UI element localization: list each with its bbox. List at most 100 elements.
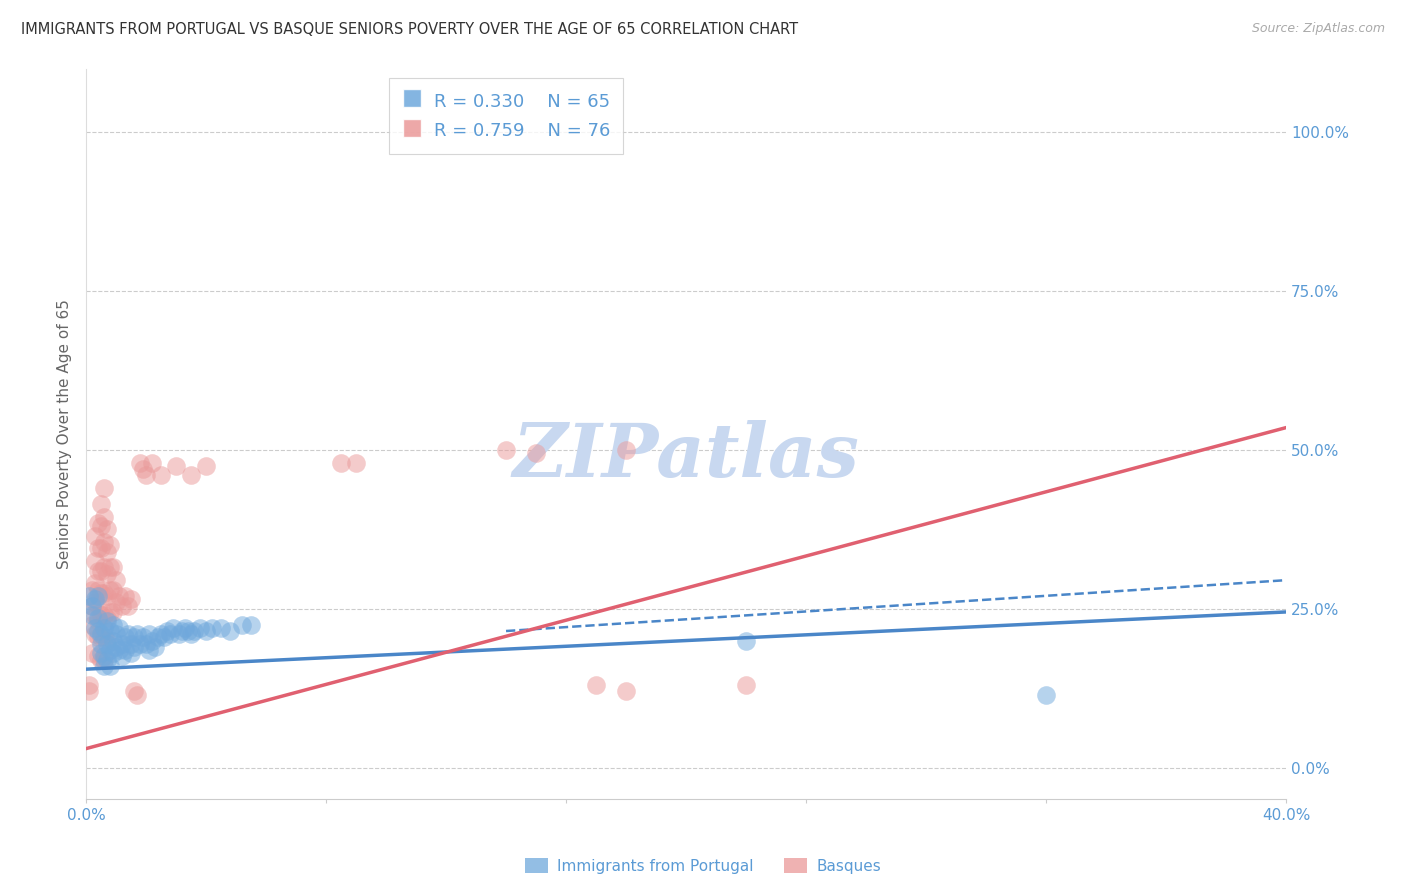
Point xyxy=(135,468,157,483)
Point xyxy=(80,599,103,613)
Point xyxy=(150,468,173,483)
Point xyxy=(330,456,353,470)
Point xyxy=(132,631,155,645)
Point xyxy=(98,538,121,552)
Point xyxy=(122,631,145,645)
Point xyxy=(90,652,112,666)
Point xyxy=(141,456,163,470)
Point xyxy=(180,627,202,641)
Point xyxy=(96,633,118,648)
Point xyxy=(80,608,103,623)
Point xyxy=(125,627,148,641)
Point xyxy=(90,497,112,511)
Point xyxy=(101,617,124,632)
Point xyxy=(165,458,187,473)
Point xyxy=(105,627,128,641)
Point xyxy=(84,576,107,591)
Point xyxy=(101,582,124,597)
Point xyxy=(93,621,115,635)
Point xyxy=(87,564,110,578)
Point xyxy=(105,640,128,654)
Point xyxy=(101,605,124,619)
Point xyxy=(98,605,121,619)
Point xyxy=(120,637,142,651)
Point xyxy=(96,566,118,581)
Point xyxy=(101,633,124,648)
Point xyxy=(84,595,107,609)
Point xyxy=(344,456,367,470)
Point xyxy=(93,509,115,524)
Point xyxy=(135,637,157,651)
Point xyxy=(93,649,115,664)
Point xyxy=(170,624,193,638)
Point xyxy=(87,516,110,530)
Point xyxy=(153,631,176,645)
Point xyxy=(90,608,112,623)
Point xyxy=(614,684,637,698)
Point xyxy=(156,624,179,638)
Point xyxy=(87,649,110,664)
Point xyxy=(93,631,115,645)
Point xyxy=(585,678,607,692)
Point xyxy=(141,633,163,648)
Point xyxy=(117,599,139,613)
Point xyxy=(84,529,107,543)
Point xyxy=(96,544,118,558)
Point xyxy=(96,589,118,603)
Point xyxy=(84,621,107,635)
Point xyxy=(180,468,202,483)
Point xyxy=(96,615,118,629)
Point xyxy=(87,631,110,645)
Point xyxy=(84,608,107,623)
Point xyxy=(524,446,547,460)
Point xyxy=(159,627,181,641)
Point xyxy=(93,481,115,495)
Point xyxy=(108,621,131,635)
Point xyxy=(84,554,107,568)
Point xyxy=(93,652,115,666)
Point xyxy=(98,560,121,574)
Point xyxy=(614,442,637,457)
Point xyxy=(96,611,118,625)
Point xyxy=(1035,688,1057,702)
Point xyxy=(87,589,110,603)
Point xyxy=(183,624,205,638)
Point xyxy=(90,519,112,533)
Point xyxy=(125,688,148,702)
Point xyxy=(84,592,107,607)
Point xyxy=(90,631,112,645)
Point xyxy=(146,631,169,645)
Point xyxy=(80,646,103,660)
Point xyxy=(129,456,152,470)
Point xyxy=(90,627,112,641)
Legend: R = 0.330    N = 65, R = 0.759    N = 76: R = 0.330 N = 65, R = 0.759 N = 76 xyxy=(389,78,623,153)
Point xyxy=(735,678,758,692)
Point xyxy=(77,684,100,698)
Point xyxy=(735,633,758,648)
Point xyxy=(240,617,263,632)
Point xyxy=(80,582,103,597)
Point xyxy=(96,652,118,666)
Point xyxy=(132,462,155,476)
Point xyxy=(114,631,136,645)
Point xyxy=(87,541,110,556)
Point xyxy=(111,649,134,664)
Point xyxy=(495,442,517,457)
Point xyxy=(87,611,110,625)
Point xyxy=(117,627,139,641)
Point xyxy=(108,589,131,603)
Point xyxy=(98,624,121,638)
Point xyxy=(77,678,100,692)
Point xyxy=(167,627,190,641)
Y-axis label: Seniors Poverty Over the Age of 65: Seniors Poverty Over the Age of 65 xyxy=(58,299,72,569)
Text: Source: ZipAtlas.com: Source: ZipAtlas.com xyxy=(1251,22,1385,36)
Point xyxy=(122,640,145,654)
Legend: Immigrants from Portugal, Basques: Immigrants from Portugal, Basques xyxy=(519,852,887,880)
Point xyxy=(108,643,131,657)
Point xyxy=(114,643,136,657)
Point xyxy=(138,627,160,641)
Point xyxy=(93,535,115,549)
Point xyxy=(111,599,134,613)
Point xyxy=(90,586,112,600)
Point xyxy=(120,592,142,607)
